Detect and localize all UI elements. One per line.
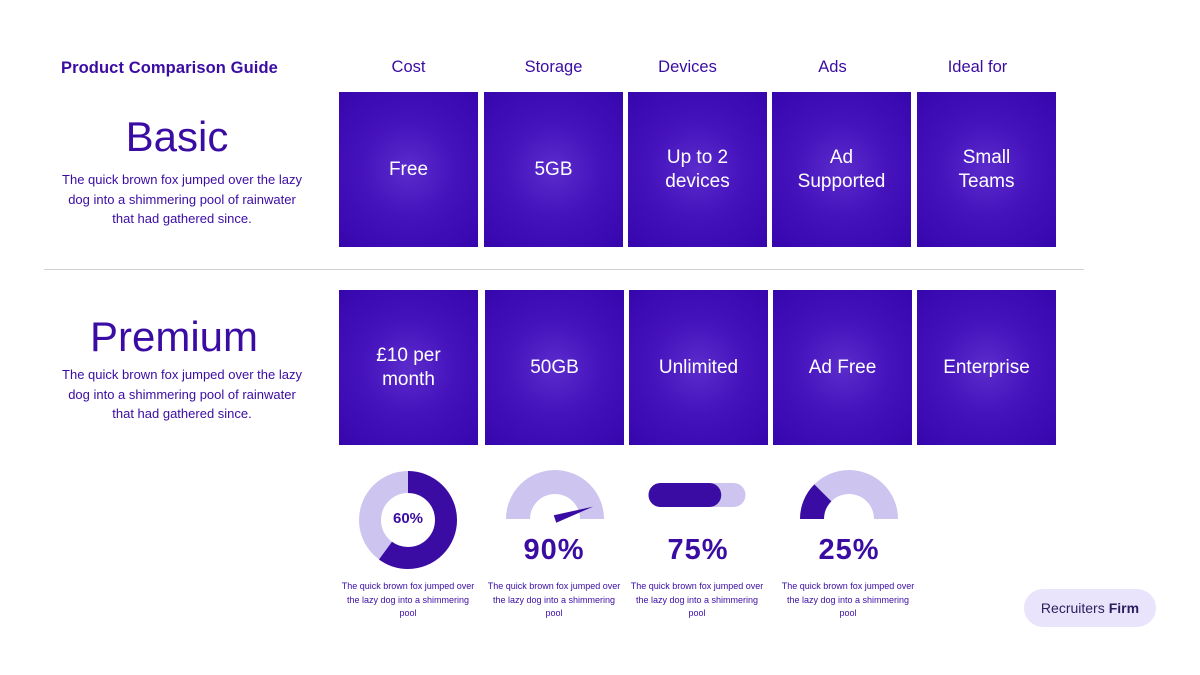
basic-ideal-for-cell: Small Teams (917, 92, 1056, 247)
basic-storage-cell: 5GB (484, 92, 623, 247)
gauge-needle-90 (506, 470, 604, 523)
premium-ideal-for-cell: Enterprise (917, 290, 1056, 445)
guide-title: Product Comparison Guide (61, 59, 278, 77)
progress-fill (648, 483, 722, 507)
donut-center-label: 60% (392, 510, 424, 527)
metric-description-2: The quick brown fox jumped over the lazy… (487, 581, 621, 618)
metric-value-3: 75% (667, 534, 729, 566)
progress-bar-75 (648, 483, 746, 507)
donut-chart-60 (359, 471, 457, 569)
donut-fill (359, 471, 457, 569)
basic-devices-cell: Up to 2 devices (628, 92, 767, 247)
metric-value-2: 90% (523, 534, 585, 566)
metric-description-1: The quick brown fox jumped over the lazy… (341, 581, 475, 618)
basic-cost-cell: Free (339, 92, 478, 247)
metric-description-4: The quick brown fox jumped over the lazy… (781, 581, 915, 618)
brand-name-part1: Recruiters (1040, 600, 1105, 616)
premium-cost-cell: £10 per month (339, 290, 478, 445)
column-header-cost: Cost (391, 58, 426, 76)
plan-description-basic: The quick brown fox jumped over the lazy… (62, 172, 302, 226)
premium-ads-cell: Ad Free (773, 290, 912, 445)
row-divider (44, 269, 1084, 270)
metric-value-4: 25% (818, 534, 880, 566)
basic-ads-label: Ad Supported (797, 146, 886, 192)
brand-badge: Recruiters Firm (1024, 589, 1156, 627)
column-header-devices: Devices (658, 58, 717, 76)
plan-name-basic: Basic (125, 113, 229, 160)
plan-name-premium: Premium (89, 313, 259, 360)
column-header-ideal-for: Ideal for (947, 58, 1008, 76)
plan-description-premium: The quick brown fox jumped over the lazy… (62, 367, 302, 421)
premium-storage-cell: 50GB (485, 290, 624, 445)
gauge-needle (553, 506, 594, 523)
basic-devices-label: Up to 2 devices (665, 146, 730, 192)
column-header-ads: Ads (818, 58, 847, 76)
premium-cost-label: £10 per month (376, 344, 441, 390)
basic-ads-cell: Ad Supported (772, 92, 911, 247)
metric-description-3: The quick brown fox jumped over the lazy… (630, 581, 764, 618)
brand-name-part2: Firm (1108, 600, 1140, 616)
gauge-track (506, 470, 604, 519)
gauge-fill-25 (800, 470, 898, 519)
basic-ideal-for-label: Small Teams (958, 146, 1015, 192)
premium-devices-cell: Unlimited (629, 290, 768, 445)
gauge-fill (800, 484, 832, 519)
column-header-storage: Storage (524, 58, 583, 76)
